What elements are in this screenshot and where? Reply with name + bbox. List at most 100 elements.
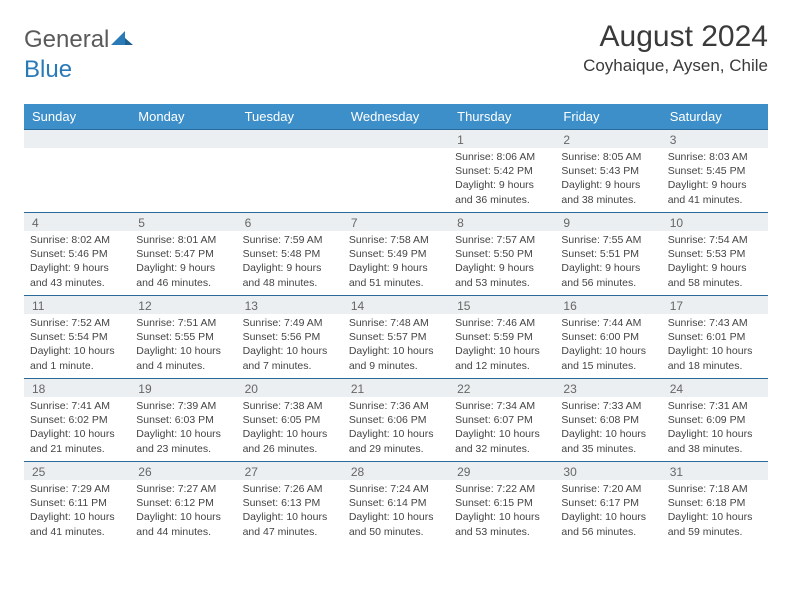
daylight-text: Daylight: 10 hours and 1 minute. (30, 344, 124, 372)
sunset-text: Sunset: 5:47 PM (136, 247, 230, 261)
daylight-text: Daylight: 9 hours and 38 minutes. (561, 178, 655, 206)
sunset-text: Sunset: 5:50 PM (455, 247, 549, 261)
day-number: 6 (237, 213, 343, 231)
day-number: 10 (662, 213, 768, 231)
sunrise-text: Sunrise: 7:46 AM (455, 316, 549, 330)
day-details-row: Sunrise: 8:02 AMSunset: 5:46 PMDaylight:… (24, 231, 768, 296)
sunset-text: Sunset: 5:46 PM (30, 247, 124, 261)
day-header: Friday (555, 104, 661, 130)
daylight-text: Daylight: 10 hours and 15 minutes. (561, 344, 655, 372)
day-details: Sunrise: 7:18 AMSunset: 6:18 PMDaylight:… (662, 480, 768, 544)
daylight-text: Daylight: 10 hours and 21 minutes. (30, 427, 124, 455)
sunset-text: Sunset: 6:09 PM (668, 413, 762, 427)
sunset-text: Sunset: 6:11 PM (30, 496, 124, 510)
sunset-text: Sunset: 5:51 PM (561, 247, 655, 261)
sunrise-text: Sunrise: 7:52 AM (30, 316, 124, 330)
day-number-row: 18192021222324 (24, 379, 768, 398)
sunrise-text: Sunrise: 7:20 AM (561, 482, 655, 496)
daylight-text: Daylight: 10 hours and 26 minutes. (243, 427, 337, 455)
sunrise-text: Sunrise: 7:59 AM (243, 233, 337, 247)
daylight-text: Daylight: 9 hours and 48 minutes. (243, 261, 337, 289)
day-number: 22 (449, 379, 555, 397)
daylight-text: Daylight: 10 hours and 12 minutes. (455, 344, 549, 372)
sunset-text: Sunset: 5:55 PM (136, 330, 230, 344)
day-details: Sunrise: 7:22 AMSunset: 6:15 PMDaylight:… (449, 480, 555, 544)
sunrise-text: Sunrise: 8:06 AM (455, 150, 549, 164)
day-details: Sunrise: 7:58 AMSunset: 5:49 PMDaylight:… (343, 231, 449, 295)
day-details: Sunrise: 8:01 AMSunset: 5:47 PMDaylight:… (130, 231, 236, 295)
daylight-text: Daylight: 10 hours and 9 minutes. (349, 344, 443, 372)
day-number-row: 45678910 (24, 213, 768, 232)
day-number: 21 (343, 379, 449, 397)
day-details: Sunrise: 7:46 AMSunset: 5:59 PMDaylight:… (449, 314, 555, 378)
sunset-text: Sunset: 6:07 PM (455, 413, 549, 427)
sunset-text: Sunset: 6:14 PM (349, 496, 443, 510)
day-header-row: Sunday Monday Tuesday Wednesday Thursday… (24, 104, 768, 130)
sunrise-text: Sunrise: 7:54 AM (668, 233, 762, 247)
sunrise-text: Sunrise: 7:43 AM (668, 316, 762, 330)
day-details: Sunrise: 7:39 AMSunset: 6:03 PMDaylight:… (130, 397, 236, 461)
daylight-text: Daylight: 9 hours and 41 minutes. (668, 178, 762, 206)
sunrise-text: Sunrise: 8:03 AM (668, 150, 762, 164)
day-details (130, 148, 236, 212)
sunset-text: Sunset: 6:13 PM (243, 496, 337, 510)
day-details: Sunrise: 7:59 AMSunset: 5:48 PMDaylight:… (237, 231, 343, 295)
location-label: Coyhaique, Aysen, Chile (583, 56, 768, 76)
sunrise-text: Sunrise: 8:05 AM (561, 150, 655, 164)
sunrise-text: Sunrise: 7:44 AM (561, 316, 655, 330)
day-details: Sunrise: 8:06 AMSunset: 5:42 PMDaylight:… (449, 148, 555, 212)
sunset-text: Sunset: 6:18 PM (668, 496, 762, 510)
sunrise-text: Sunrise: 7:41 AM (30, 399, 124, 413)
day-header: Tuesday (237, 104, 343, 130)
day-details: Sunrise: 7:52 AMSunset: 5:54 PMDaylight:… (24, 314, 130, 378)
day-details: Sunrise: 7:51 AMSunset: 5:55 PMDaylight:… (130, 314, 236, 378)
day-number: 5 (130, 213, 236, 231)
day-details: Sunrise: 7:41 AMSunset: 6:02 PMDaylight:… (24, 397, 130, 461)
sunset-text: Sunset: 6:01 PM (668, 330, 762, 344)
sunset-text: Sunset: 6:17 PM (561, 496, 655, 510)
day-number (24, 130, 130, 148)
logo: General (24, 20, 133, 54)
daylight-text: Daylight: 10 hours and 50 minutes. (349, 510, 443, 538)
day-number: 13 (237, 296, 343, 314)
sunrise-text: Sunrise: 7:39 AM (136, 399, 230, 413)
day-number: 14 (343, 296, 449, 314)
daylight-text: Daylight: 10 hours and 47 minutes. (243, 510, 337, 538)
day-details: Sunrise: 7:34 AMSunset: 6:07 PMDaylight:… (449, 397, 555, 461)
daylight-text: Daylight: 10 hours and 7 minutes. (243, 344, 337, 372)
sunset-text: Sunset: 6:03 PM (136, 413, 230, 427)
day-number: 26 (130, 462, 236, 480)
day-details-row: Sunrise: 7:52 AMSunset: 5:54 PMDaylight:… (24, 314, 768, 379)
sunset-text: Sunset: 6:12 PM (136, 496, 230, 510)
sunrise-text: Sunrise: 7:49 AM (243, 316, 337, 330)
day-number (343, 130, 449, 148)
day-number: 28 (343, 462, 449, 480)
logo-text-blue: Blue (24, 56, 72, 84)
day-header: Sunday (24, 104, 130, 130)
day-details: Sunrise: 8:05 AMSunset: 5:43 PMDaylight:… (555, 148, 661, 212)
sunrise-text: Sunrise: 7:34 AM (455, 399, 549, 413)
day-number: 25 (24, 462, 130, 480)
day-number: 3 (662, 130, 768, 148)
daylight-text: Daylight: 10 hours and 4 minutes. (136, 344, 230, 372)
day-details: Sunrise: 7:57 AMSunset: 5:50 PMDaylight:… (449, 231, 555, 295)
day-number: 12 (130, 296, 236, 314)
day-details: Sunrise: 8:03 AMSunset: 5:45 PMDaylight:… (662, 148, 768, 212)
sunset-text: Sunset: 6:00 PM (561, 330, 655, 344)
day-number: 27 (237, 462, 343, 480)
day-details: Sunrise: 7:44 AMSunset: 6:00 PMDaylight:… (555, 314, 661, 378)
day-number: 1 (449, 130, 555, 148)
sunrise-text: Sunrise: 7:51 AM (136, 316, 230, 330)
day-details: Sunrise: 7:24 AMSunset: 6:14 PMDaylight:… (343, 480, 449, 544)
day-number (130, 130, 236, 148)
day-details: Sunrise: 8:02 AMSunset: 5:46 PMDaylight:… (24, 231, 130, 295)
day-number: 16 (555, 296, 661, 314)
day-details: Sunrise: 7:38 AMSunset: 6:05 PMDaylight:… (237, 397, 343, 461)
day-details: Sunrise: 7:27 AMSunset: 6:12 PMDaylight:… (130, 480, 236, 544)
day-details-row: Sunrise: 8:06 AMSunset: 5:42 PMDaylight:… (24, 148, 768, 213)
day-details (237, 148, 343, 212)
sunset-text: Sunset: 5:57 PM (349, 330, 443, 344)
sunset-text: Sunset: 6:02 PM (30, 413, 124, 427)
day-number: 19 (130, 379, 236, 397)
day-details (343, 148, 449, 212)
